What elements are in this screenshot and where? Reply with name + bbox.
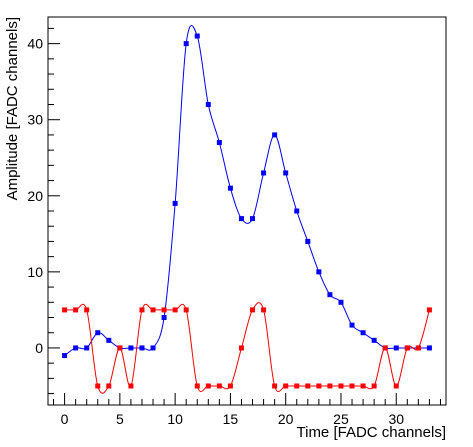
series-2-point (294, 383, 300, 389)
series-1-point (216, 140, 222, 146)
x-tick-label: 5 (116, 411, 124, 427)
y-tick-label: 40 (27, 36, 43, 52)
series-2-point (161, 307, 167, 313)
series-1-point (73, 345, 79, 351)
y-tick-label: 10 (27, 264, 43, 280)
series-1-point (327, 292, 333, 298)
series-1-line (64, 25, 430, 356)
series-1-point (305, 238, 311, 244)
series-2-point (95, 383, 101, 389)
y-tick-label: 30 (27, 112, 43, 128)
series-1-point (84, 345, 90, 351)
series-1-point (338, 299, 344, 305)
series-2-line (64, 302, 430, 394)
x-tick-label: 0 (61, 411, 69, 427)
series-2-point (349, 383, 355, 389)
series-1-point (261, 170, 267, 176)
series-2-point (426, 307, 432, 313)
series-layer (62, 25, 432, 394)
series-1-point (106, 337, 112, 343)
x-tick-label: 25 (333, 411, 349, 427)
series-2-point (205, 383, 211, 389)
x-tick-label: 30 (388, 411, 404, 427)
series-2-point (393, 383, 399, 389)
series-2-point (272, 383, 278, 389)
series-2-point (172, 307, 178, 313)
series-1-point (294, 208, 300, 214)
series-1-point (128, 345, 134, 351)
series-2-point (73, 307, 79, 313)
series-2-point (183, 307, 189, 313)
series-1-point (95, 330, 101, 336)
series-2-point (227, 383, 233, 389)
series-2-point (62, 307, 68, 313)
y-tick-label: 0 (35, 340, 43, 356)
series-1-point (316, 269, 322, 275)
series-1-point (161, 315, 167, 321)
series-1-point (205, 101, 211, 107)
x-tick-label: 10 (167, 411, 183, 427)
series-2-point (216, 383, 222, 389)
series-1-point (371, 337, 377, 343)
y-axis-label: Amplitude [FADC channels] (4, 17, 21, 200)
series-1-point (227, 185, 233, 191)
x-tick-label: 15 (223, 411, 239, 427)
series-1-point (426, 345, 432, 351)
series-1-point (194, 33, 200, 39)
series-1-point (272, 132, 278, 138)
x-axis-ticks: 0 5 10 15 20 25 30 (53, 393, 441, 427)
series-2-point (117, 345, 123, 351)
series-1-point (393, 345, 399, 351)
y-axis-ticks: 0 10 20 30 40 (27, 27, 60, 395)
series-2-point (338, 383, 344, 389)
series-2-point (84, 307, 90, 313)
series-1-point (172, 200, 178, 206)
series-2-point (327, 383, 333, 389)
series-1-point (238, 216, 244, 222)
series-1-point (62, 353, 68, 359)
series-2-point (106, 383, 112, 389)
x-axis-label: Time [FADC channels] (297, 424, 447, 441)
y-tick-label: 20 (27, 188, 43, 204)
series-2-point (283, 383, 289, 389)
series-2-point (382, 345, 388, 351)
series-2-point (404, 345, 410, 351)
series-2-point (238, 345, 244, 351)
series-1-point (139, 345, 145, 351)
series-2-point (305, 383, 311, 389)
series-2-point (360, 383, 366, 389)
series-1-point (349, 322, 355, 328)
x-tick-label: 20 (278, 411, 294, 427)
series-1-point (183, 41, 189, 47)
series-2-point (128, 383, 134, 389)
series-2-point (415, 345, 421, 351)
series-2-point (371, 383, 377, 389)
series-2-point (139, 307, 145, 313)
series-1-point (283, 170, 289, 176)
series-2-point (194, 383, 200, 389)
series-2-point (316, 383, 322, 389)
series-1-point (360, 330, 366, 336)
series-1-point (250, 216, 256, 222)
series-1-point (150, 345, 156, 351)
series-2-point (150, 307, 156, 313)
series-2-point (250, 307, 256, 313)
series-2-point (261, 307, 267, 313)
